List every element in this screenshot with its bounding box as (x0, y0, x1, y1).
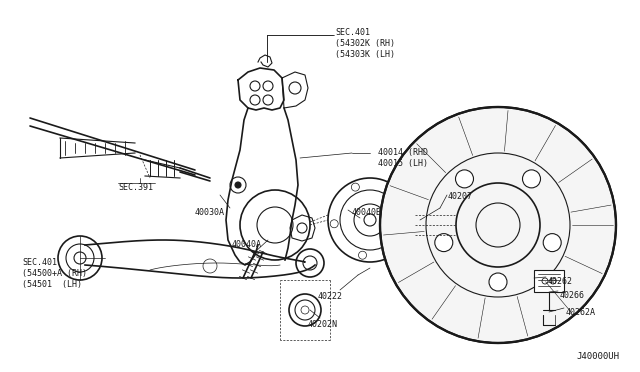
Text: (54303K (LH): (54303K (LH) (335, 50, 395, 59)
Circle shape (456, 170, 474, 188)
Circle shape (58, 236, 102, 280)
Text: 40040A: 40040A (232, 240, 262, 249)
Circle shape (543, 234, 561, 251)
Circle shape (235, 182, 241, 188)
Text: 40266: 40266 (560, 291, 585, 300)
Text: J40000UH: J40000UH (576, 352, 619, 361)
Circle shape (296, 249, 324, 277)
Text: SEC.401: SEC.401 (22, 258, 57, 267)
Text: 40014 (RHD: 40014 (RHD (378, 148, 428, 157)
Circle shape (364, 214, 376, 226)
Text: (54501  (LH): (54501 (LH) (22, 280, 82, 289)
Circle shape (289, 294, 321, 326)
Text: 40262A: 40262A (566, 308, 596, 317)
Circle shape (435, 234, 452, 251)
Circle shape (522, 170, 541, 188)
Text: (54302K (RH): (54302K (RH) (335, 39, 395, 48)
Text: 40262: 40262 (548, 277, 573, 286)
Text: 40222: 40222 (318, 292, 343, 301)
Circle shape (230, 177, 246, 193)
Text: 40202N: 40202N (308, 320, 338, 329)
Text: 40015 (LH): 40015 (LH) (378, 159, 428, 168)
Text: (54500+A (RH): (54500+A (RH) (22, 269, 87, 278)
Text: SEC.401: SEC.401 (335, 28, 370, 37)
FancyBboxPatch shape (534, 270, 564, 292)
Text: 40207: 40207 (448, 192, 473, 201)
Circle shape (489, 273, 507, 291)
Circle shape (380, 107, 616, 343)
Text: SEC.391: SEC.391 (118, 183, 153, 192)
Text: 40030A: 40030A (195, 208, 225, 217)
Text: 40040B: 40040B (352, 208, 382, 217)
